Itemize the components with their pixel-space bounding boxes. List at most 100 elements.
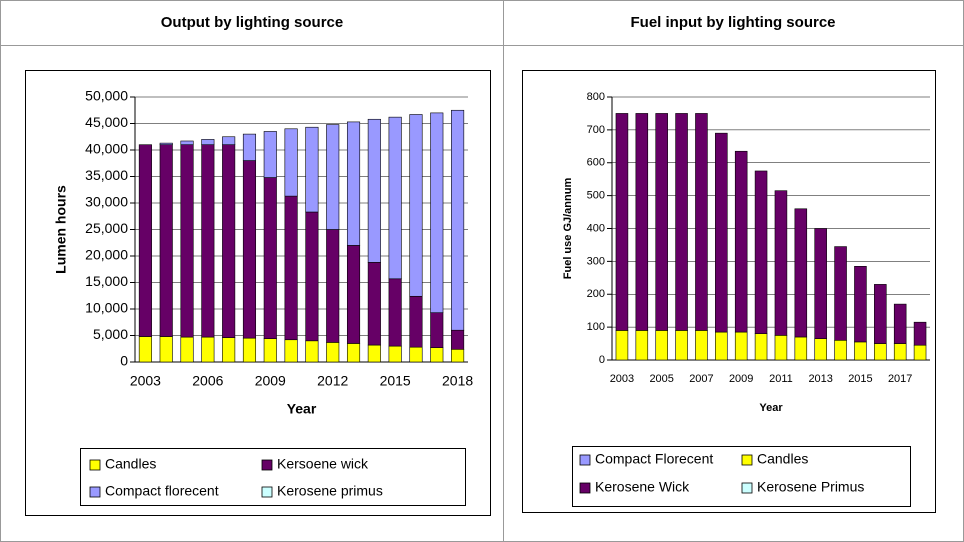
bar-segment <box>263 177 277 339</box>
x-tick-label: 2005 <box>649 373 673 385</box>
bar-segment <box>284 339 298 363</box>
bar-segment <box>409 114 423 297</box>
legend-swatch <box>89 486 101 498</box>
bar-segment <box>222 144 236 338</box>
bar-segment <box>814 228 827 339</box>
chart-title: Fuel input by lighting source <box>631 14 836 31</box>
bar-segment <box>893 343 907 361</box>
bar-segment <box>615 113 629 331</box>
bar-segment <box>138 336 152 363</box>
legend-swatch <box>261 459 273 471</box>
bar-segment <box>794 208 808 338</box>
bar-segment <box>409 346 423 363</box>
bar-segment <box>242 160 257 339</box>
x-tick-label: 2007 <box>689 373 713 385</box>
bar-segment <box>180 144 194 338</box>
bar-segment <box>367 262 381 346</box>
bar-segment <box>409 295 423 348</box>
bar-segment <box>615 330 629 361</box>
y-tick-label: 15,000 <box>85 273 128 289</box>
bar-segment <box>451 329 465 350</box>
bar-segment <box>834 339 847 361</box>
bar-segment <box>367 118 381 263</box>
bar-segment <box>913 321 927 346</box>
bar-segment <box>774 190 788 336</box>
bar-segment <box>346 245 361 344</box>
bar-segment <box>159 144 173 337</box>
bar-segment <box>655 330 668 361</box>
legend-swatch <box>579 482 591 494</box>
y-tick-label: 50,000 <box>85 88 128 104</box>
x-tick-label: 2009 <box>729 373 753 385</box>
bar-segment <box>388 116 402 280</box>
bar-segment <box>794 336 808 361</box>
legend-swatch <box>741 482 753 494</box>
bar-segment <box>774 335 788 361</box>
bar-segment <box>430 312 444 348</box>
x-tick-label: 2009 <box>255 373 286 389</box>
bar-segment <box>159 336 173 363</box>
x-tick-label: 2017 <box>888 373 912 385</box>
y-tick-label: 0 <box>120 353 128 369</box>
bar-segment <box>201 336 215 363</box>
x-tick-label: 2006 <box>192 373 223 389</box>
bar-segment <box>715 132 728 333</box>
legend-swatch <box>89 459 101 471</box>
x-tick-label: 2003 <box>130 373 161 389</box>
bar-segment <box>854 341 867 361</box>
legend-label: Candles <box>105 456 156 472</box>
legend-swatch <box>261 486 273 498</box>
bar-segment <box>138 144 152 337</box>
bar-segment <box>675 330 688 361</box>
y-axis-title: Fuel use GJ/annum <box>562 178 574 280</box>
bar-segment <box>695 330 708 361</box>
bar-segment <box>180 140 194 146</box>
x-axis-title: Year <box>759 402 783 414</box>
legend-label: Kersoene wick <box>277 456 369 472</box>
bar-segment <box>263 131 277 178</box>
y-tick-label: 0 <box>599 354 605 366</box>
bar-segment <box>284 128 298 197</box>
y-tick-label: 40,000 <box>85 141 128 157</box>
bar-segment <box>222 337 236 363</box>
x-tick-label: 2018 <box>442 373 473 389</box>
bar-segment <box>635 113 649 331</box>
bar-segment <box>834 246 847 341</box>
bar-segment <box>854 266 867 343</box>
bar-segment <box>635 330 649 361</box>
y-tick-label: 600 <box>587 157 605 169</box>
bar-segment <box>201 144 215 338</box>
bar-segment <box>451 109 465 331</box>
legend-label: Compact Florecent <box>595 451 713 467</box>
bar-segment <box>326 342 340 363</box>
bar-segment <box>346 121 361 246</box>
x-tick-label: 2003 <box>610 373 634 385</box>
bar-segment <box>263 338 277 363</box>
y-tick-label: 20,000 <box>85 247 128 263</box>
bar-segment <box>222 136 236 145</box>
legend-label: Compact florecent <box>105 483 219 499</box>
bar-segment <box>655 113 668 331</box>
legend-label: Kerosene primus <box>277 483 383 499</box>
chart-title: Output by lighting source <box>161 14 344 31</box>
bar-segment <box>159 142 173 146</box>
y-tick-label: 300 <box>587 255 605 267</box>
y-tick-label: 25,000 <box>85 220 128 236</box>
bar-segment <box>180 336 194 363</box>
bar-segment <box>874 284 887 344</box>
bar-segment <box>284 195 298 341</box>
y-tick-label: 35,000 <box>85 167 128 183</box>
bar-segment <box>893 303 907 344</box>
y-tick-label: 200 <box>587 288 605 300</box>
legend-frame <box>80 448 466 506</box>
legend-swatch <box>741 454 753 466</box>
x-tick-label: 2013 <box>808 373 832 385</box>
bar-segment <box>675 113 688 331</box>
bar-segment <box>734 150 748 333</box>
bar-segment <box>913 344 927 361</box>
bar-segment <box>715 331 728 361</box>
x-axis-title: Year <box>287 401 317 417</box>
legend-swatch <box>579 454 591 466</box>
y-tick-label: 100 <box>587 321 605 333</box>
